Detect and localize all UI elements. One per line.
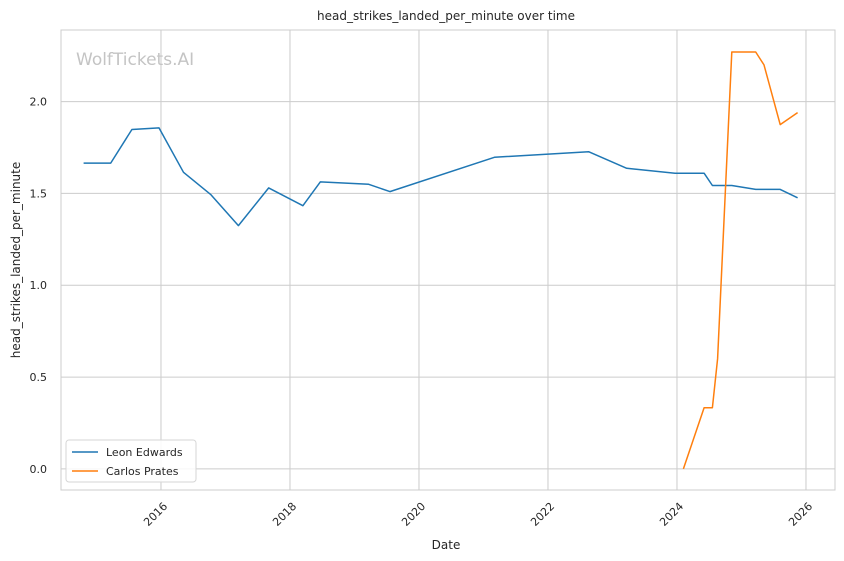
x-tick-label: 2026 — [786, 500, 815, 529]
x-tick-label: 2016 — [141, 500, 170, 529]
y-axis-label: head_strikes_landed_per_minute — [9, 162, 23, 359]
y-tick-label: 2.0 — [30, 96, 48, 109]
y-tick-label: 1.5 — [30, 187, 48, 200]
y-tick-label: 0.5 — [30, 371, 48, 384]
watermark: WolfTickets.AI — [76, 50, 194, 70]
series-line-1 — [682, 51, 799, 470]
series-lines — [83, 51, 799, 470]
legend-label: Leon Edwards — [106, 446, 183, 459]
chart-title: head_strikes_landed_per_minute over time — [317, 9, 575, 23]
grid — [61, 30, 835, 490]
y-tick-label: 0.0 — [30, 463, 48, 476]
x-tick-label: 2018 — [270, 500, 299, 529]
y-tick-label: 1.0 — [30, 279, 48, 292]
legend: Leon Edwards Carlos Prates — [65, 439, 197, 483]
x-tick-label: 2020 — [399, 500, 428, 529]
series-line-0 — [83, 127, 798, 227]
x-tick-label: 2024 — [657, 500, 686, 529]
x-axis-label: Date — [432, 538, 461, 552]
legend-box — [65, 439, 197, 483]
plot-area-frame — [60, 29, 836, 491]
legend-label: Carlos Prates — [106, 465, 179, 478]
x-tick-label: 2022 — [528, 500, 557, 529]
